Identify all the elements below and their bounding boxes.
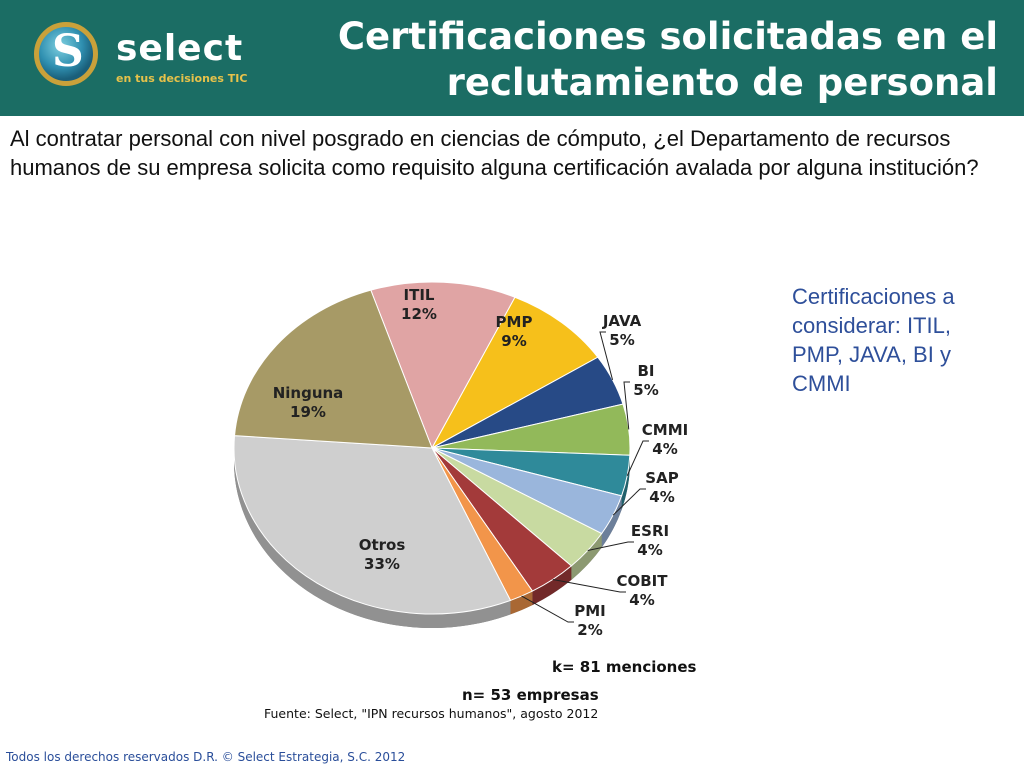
leader-line-bi	[623, 381, 630, 430]
pie-wall-pmi	[510, 591, 533, 615]
slice-label-sap: SAP	[645, 469, 678, 487]
mentions-count: k= 81 menciones	[552, 658, 697, 676]
slice-value-sap: 4%	[649, 488, 674, 506]
pie-slice-itil	[370, 281, 516, 450]
pie-slice-ninguna	[234, 289, 433, 449]
leader-line-cmmi	[626, 440, 649, 476]
slice-label-cobit: COBIT	[616, 572, 668, 590]
slice-label-esri: ESRI	[631, 522, 669, 540]
companies-count: n= 53 empresas	[462, 686, 599, 704]
slice-value-pmp: 9%	[501, 332, 526, 350]
slice-label-bi: BI	[637, 362, 654, 380]
logo-tagline-text: en tus decisiones	[116, 72, 224, 85]
leader-line-esri	[587, 541, 634, 552]
pie-slice-pmp	[430, 296, 599, 450]
slice-value-esri: 4%	[637, 541, 662, 559]
slice-label-pmi: PMI	[574, 602, 606, 620]
slice-value-cmmi: 4%	[652, 440, 677, 458]
slice-label-java: JAVA	[602, 312, 642, 330]
slice-value-itil: 12%	[401, 305, 437, 323]
slice-value-java: 5%	[609, 331, 634, 349]
copyright-footer: Todos los derechos reservados D.R. © Sel…	[6, 750, 406, 764]
slice-value-bi: 5%	[633, 381, 658, 399]
slice-label-itil: ITIL	[404, 286, 435, 304]
leader-line-cobit	[552, 579, 626, 593]
slice-label-pmp: PMP	[496, 313, 533, 331]
pie-wall-cobit	[532, 565, 572, 606]
logo-tagline-accent: TIC	[227, 72, 248, 85]
slice-value-ninguna: 19%	[290, 403, 326, 421]
survey-question: Al contratar personal con nivel posgrado…	[10, 126, 979, 180]
leader-line-sap	[612, 488, 646, 516]
leader-line-java	[599, 331, 614, 380]
slice-value-otros: 33%	[364, 555, 400, 573]
logo-emblem-icon	[34, 22, 98, 86]
select-logo: S select en tus decisiones TIC	[28, 16, 258, 96]
logo-wordmark: select	[116, 28, 244, 69]
header-bar: S select en tus decisiones TIC Certifica…	[0, 0, 1024, 116]
pie-wall-esri	[571, 533, 602, 580]
pie-wall-otros	[234, 448, 511, 628]
source-note: Fuente: Select, "IPN recursos humanos", …	[264, 706, 599, 721]
page-title-line1: Certificaciones solicitadas en el	[337, 15, 998, 58]
logo-s-glyph: S	[52, 26, 84, 77]
side-note: Certificaciones a considerar: ITIL, PMP,…	[792, 284, 955, 396]
page-title: Certificaciones solicitadas en el reclut…	[278, 14, 998, 106]
slice-value-pmi: 2%	[577, 621, 602, 639]
leader-line-pmi	[521, 595, 574, 623]
page-title-line2: reclutamiento de personal	[446, 61, 998, 104]
pie-slices	[233, 281, 631, 615]
logo-tagline: en tus decisiones TIC	[116, 72, 247, 85]
slice-label-ninguna: Ninguna	[273, 384, 344, 402]
slice-label-otros: Otros	[359, 536, 406, 554]
slice-value-cobit: 4%	[629, 591, 654, 609]
pie-slice-otros	[233, 435, 512, 615]
pie-leader-lines	[521, 331, 649, 623]
slice-label-cmmi: CMMI	[642, 421, 688, 439]
